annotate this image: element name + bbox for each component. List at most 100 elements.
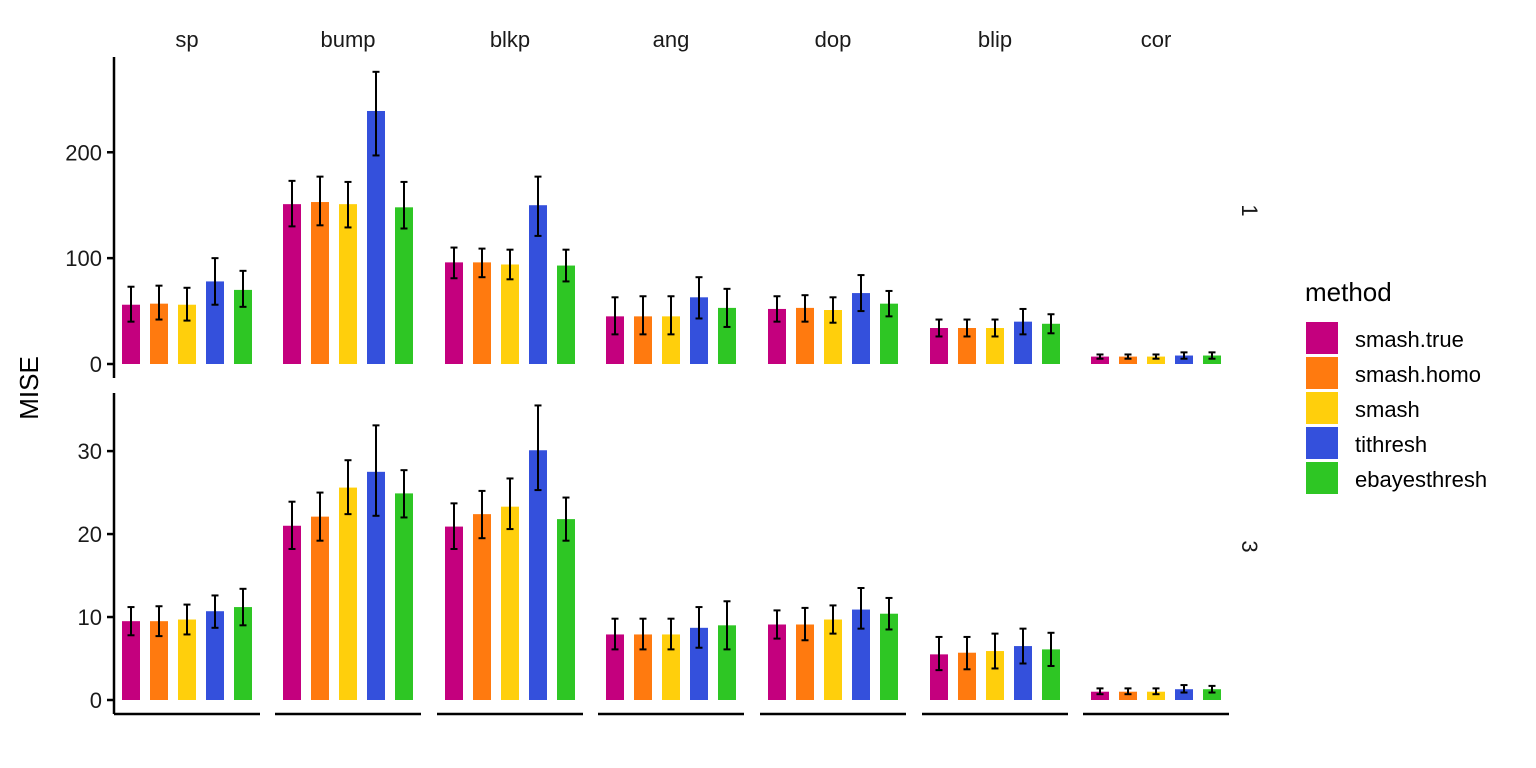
error-bar-blkp-tithresh-row1 [534,175,542,237]
error-bar-ang-smash-row3 [667,617,675,651]
error-bar-dop-ebayesthresh-row3 [885,596,893,631]
error-bar-sp-ebayesthresh-row3 [239,587,247,627]
bar-blkp-smash.true-row3 [445,526,463,700]
error-bar-cor-smash-row3 [1152,687,1160,696]
error-bar-blkp-ebayesthresh-row3 [562,496,570,542]
y-tick-label-100: 100 [65,246,102,271]
bar-ang-smash-row3 [662,634,680,700]
bar-blip-ebayesthresh-row1 [1042,323,1060,364]
bar-blkp-tithresh-row1 [529,205,547,364]
error-bar-sp-ebayesthresh-row1 [239,269,247,308]
bar-blip-smash.true-row3 [930,654,948,700]
error-bar-blip-smash.homo-row1 [963,318,971,338]
error-bar-dop-smash.homo-row3 [801,606,809,642]
error-bar-blkp-smash.homo-row3 [478,489,486,540]
bar-blip-smash-row3 [986,651,1004,700]
error-bar-blip-tithresh-row3 [1019,627,1027,665]
bar-blkp-smash.homo-row3 [473,514,491,700]
error-bar-dop-smash-row1 [829,296,837,324]
bar-sp-smash.homo-row3 [150,621,168,700]
row-strip-label-1: 1 [1237,204,1262,216]
error-bar-bump-smash-row1 [344,180,352,229]
bar-cor-tithresh-row3 [1175,689,1193,700]
y-axis-title: MISE [14,356,44,420]
error-bar-ang-smash.homo-row3 [639,617,647,651]
error-bar-blip-smash.homo-row3 [963,635,971,671]
error-bar-cor-smash-row1 [1152,353,1160,360]
bar-ang-smash.true-row1 [606,316,624,364]
bar-blip-smash.true-row1 [930,328,948,364]
bar-bump-smash.homo-row1 [311,202,329,364]
bar-bump-smash.true-row1 [283,204,301,364]
bar-dop-ebayesthresh-row3 [880,613,898,700]
bar-bump-tithresh-row1 [367,110,385,364]
bar-bump-tithresh-row3 [367,471,385,700]
legend-key-smash.true [1306,322,1338,354]
legend-label-smash.homo: smash.homo [1355,362,1481,387]
bar-cor-ebayesthresh-row1 [1203,355,1221,364]
error-bar-sp-smash.true-row3 [127,606,135,637]
error-bar-ang-smash.homo-row1 [639,295,647,336]
bar-cor-tithresh-row1 [1175,355,1193,364]
legend-key-smash [1306,392,1338,424]
error-bar-cor-tithresh-row1 [1180,351,1188,360]
error-bar-bump-ebayesthresh-row1 [400,180,408,230]
legend-key-ebayesthresh [1306,462,1338,494]
bar-dop-ebayesthresh-row1 [880,303,898,364]
bar-bump-ebayesthresh-row1 [395,207,413,364]
bar-dop-smash.homo-row1 [796,307,814,364]
error-bar-blip-ebayesthresh-row3 [1047,631,1055,667]
bar-ang-smash-row1 [662,316,680,364]
bar-sp-smash-row1 [178,304,196,364]
bar-sp-ebayesthresh-row1 [234,289,252,364]
error-bar-dop-smash-row3 [829,604,837,635]
y-tick-label-200: 200 [65,140,102,165]
bar-sp-smash.homo-row1 [150,303,168,364]
error-bar-blkp-smash-row1 [506,248,514,281]
error-bar-cor-smash.true-row1 [1096,353,1104,360]
legend-label-smash.true: smash.true [1355,327,1464,352]
bar-bump-smash.true-row3 [283,525,301,700]
error-bar-ang-smash.true-row1 [611,296,619,336]
error-bar-dop-smash.homo-row1 [801,294,809,323]
bar-dop-smash.true-row1 [768,308,786,364]
legend-key-smash.homo [1306,357,1338,389]
legend-label-ebayesthresh: ebayesthresh [1355,467,1487,492]
facet-label-dop: dop [815,27,852,52]
bar-cor-smash.homo-row3 [1119,691,1137,700]
y-tick-label-0: 0 [90,352,102,377]
error-bar-blip-smash-row1 [991,318,999,338]
error-bar-blkp-tithresh-row3 [534,404,542,492]
bar-bump-smash-row1 [339,204,357,364]
bar-bump-smash.homo-row3 [311,516,329,700]
bar-blip-smash.homo-row3 [958,652,976,700]
error-bar-sp-tithresh-row1 [211,257,219,306]
bar-dop-smash.true-row3 [768,624,786,700]
bar-ang-smash.true-row3 [606,634,624,700]
bar-cor-ebayesthresh-row3 [1203,689,1221,700]
error-bar-blip-tithresh-row1 [1019,307,1027,336]
bar-dop-smash-row3 [824,619,842,700]
error-bar-cor-smash.true-row3 [1096,687,1104,696]
y-tick-label-10: 10 [78,605,102,630]
bar-dop-smash-row1 [824,310,842,364]
bar-blkp-tithresh-row3 [529,450,547,700]
bar-blkp-ebayesthresh-row3 [557,519,575,700]
facet-label-bump: bump [320,27,375,52]
error-bar-sp-tithresh-row3 [211,594,219,629]
bar-sp-tithresh-row1 [206,281,224,364]
bar-cor-smash-row3 [1147,691,1165,700]
bar-blkp-smash-row1 [501,264,519,364]
error-bar-bump-tithresh-row1 [372,70,380,157]
error-bar-dop-tithresh-row1 [857,274,865,313]
legend-title: method [1305,277,1392,307]
bar-cor-smash.true-row3 [1091,691,1109,700]
bar-blip-tithresh-row3 [1014,646,1032,700]
bar-ang-tithresh-row1 [690,297,708,364]
error-bar-ang-ebayesthresh-row3 [723,600,731,651]
bar-blkp-smash-row3 [501,506,519,700]
bar-bump-smash-row3 [339,487,357,700]
legend-label-tithresh: tithresh [1355,432,1427,457]
bar-dop-tithresh-row3 [852,609,870,700]
